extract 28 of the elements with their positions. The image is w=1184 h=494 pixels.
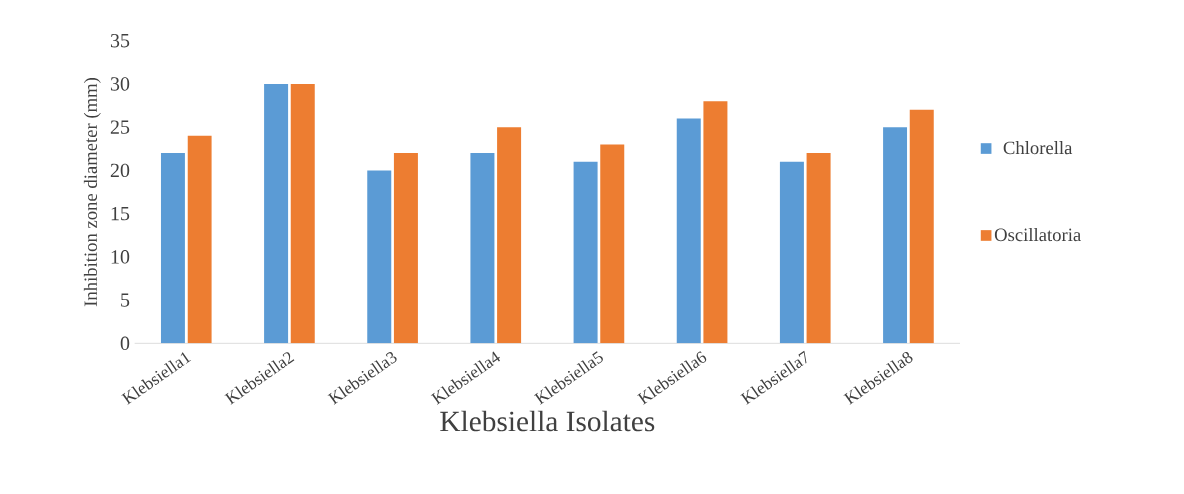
y-tick-label: 15 [111,206,130,221]
bar [909,109,934,344]
legend-label: Oscillatoria [994,227,1081,242]
bar [600,144,625,344]
x-axis-title: Klebsiella Isolates [440,410,655,432]
bar [779,161,804,344]
bar [290,83,315,344]
bar [187,135,212,344]
bar [160,153,185,344]
bar [703,101,728,344]
bar [806,153,831,344]
bar [470,153,495,344]
bar [676,118,701,344]
bar [883,127,908,344]
bar [497,127,522,344]
y-tick-label: 25 [110,120,130,134]
bar [367,170,392,344]
bar [264,83,289,344]
y-tick-label: 5 [121,293,130,307]
y-tick-label: 30 [110,77,130,91]
bar [393,153,418,344]
bar [573,161,598,344]
y-axis-title: Inhibition zone diameter (mm) [83,77,101,307]
legend-label: Chlorella [1003,141,1073,155]
y-tick-label: 0 [120,336,130,351]
y-tick-label: 10 [111,250,130,264]
y-tick-label: 35 [110,33,130,48]
y-tick-label: 20 [110,163,130,178]
